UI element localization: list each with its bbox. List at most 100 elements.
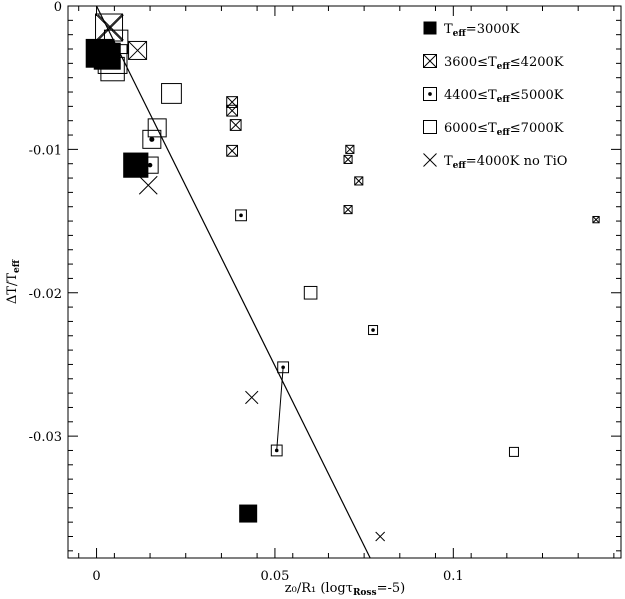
series-open-square — [97, 29, 519, 457]
marker-box — [141, 156, 159, 174]
data-point — [235, 209, 247, 222]
marker-diagonal — [226, 104, 238, 117]
x-axis-title: z₀/R₁ (logτRoss=-5) — [285, 581, 405, 598]
data-point — [147, 118, 167, 138]
data-point — [368, 325, 379, 336]
data-point — [303, 285, 318, 300]
legend-marker — [423, 87, 437, 101]
x-tick-label: 0.05 — [260, 569, 289, 584]
axis-ticks: 0 0.05 0.1 0 -0.01 -0.02 -0.03 — [29, 0, 621, 584]
data-point — [226, 104, 239, 117]
data-point — [270, 444, 283, 457]
marker-diagonal — [343, 155, 353, 164]
y-tick-label: 0 — [54, 0, 62, 15]
marker-box — [226, 144, 239, 157]
legend-entry: 6000≤Teff≤7000K — [423, 120, 564, 138]
data-point — [128, 40, 148, 60]
marker-stroke — [138, 175, 158, 195]
plot-frame — [67, 5, 622, 559]
marker-diagonal — [229, 119, 242, 131]
data-point — [345, 144, 355, 154]
x-tick-label: 0 — [92, 569, 100, 584]
data-point — [245, 390, 259, 405]
fit-line — [96, 5, 371, 559]
legend-entry: Teff=3000K — [423, 21, 520, 39]
marker-diagonal — [343, 205, 353, 214]
legend-marker — [423, 21, 437, 35]
legend-label: 3600≤Teff≤4200K — [444, 55, 564, 72]
marker-dot — [281, 365, 285, 370]
marker-dot — [274, 448, 279, 453]
marker-box — [368, 325, 379, 336]
marker-box — [277, 361, 290, 374]
marker-dot — [149, 136, 155, 142]
marker-diagonal — [345, 144, 355, 154]
data-point — [343, 205, 353, 215]
marker-dot — [428, 92, 432, 96]
data-point — [239, 504, 258, 523]
data-point — [277, 361, 290, 374]
marker-stroke — [375, 531, 386, 542]
data-point — [103, 29, 129, 55]
marker-box — [423, 87, 437, 101]
y-axis-title: ΔT/Teff — [5, 259, 22, 304]
data-point — [97, 14, 124, 41]
marker-diagonal — [592, 216, 600, 224]
legend-marker — [423, 120, 437, 134]
y-tick-label: -0.03 — [29, 430, 62, 445]
legend-label: 6000≤Teff≤7000K — [444, 121, 564, 138]
data-point — [343, 154, 353, 164]
marker-box — [142, 129, 162, 149]
data-point — [95, 13, 124, 42]
marker-box — [592, 215, 600, 224]
marker-box — [343, 154, 353, 164]
legend-label: 4400≤Teff≤5000K — [444, 88, 564, 105]
series-cross — [97, 14, 386, 542]
marker-stroke — [245, 390, 259, 405]
y-tick-label: -0.01 — [29, 143, 62, 158]
data-point — [375, 531, 386, 542]
data-point — [141, 156, 159, 174]
x-tick-label: 0.1 — [443, 569, 464, 584]
connector-line — [276, 367, 284, 451]
data-point — [226, 96, 239, 108]
legend-entry: 3600≤Teff≤4200K — [423, 54, 564, 72]
y-tick-label: -0.02 — [29, 287, 62, 302]
data-point — [142, 129, 162, 149]
legend-entry: Teff=4000K no TiO — [423, 153, 567, 171]
marker-box — [226, 104, 239, 117]
data-point — [97, 44, 128, 74]
data-point — [229, 119, 242, 131]
data-point — [508, 446, 519, 457]
legend-label: Teff=4000K no TiO — [444, 154, 567, 171]
marker-dot — [371, 328, 375, 332]
legend-entry: 4400≤Teff≤5000K — [423, 87, 564, 105]
series-crossed-square — [95, 13, 600, 224]
data-marks — [85, 5, 600, 559]
series-dotted-square — [141, 129, 379, 457]
marker-box — [128, 40, 148, 60]
data-point — [354, 176, 364, 186]
data-point — [123, 152, 149, 178]
data-point — [592, 215, 600, 224]
marker-box — [95, 13, 124, 42]
legend: Teff=3000K 3600≤Teff≤4200K 4400≤Teff≤5000K… — [423, 21, 567, 171]
marker-dot — [147, 162, 153, 168]
legend-marker — [423, 153, 437, 167]
marker-box — [423, 54, 437, 68]
data-point — [226, 144, 239, 157]
marker-box — [229, 119, 242, 131]
legend-label: Teff=3000K — [444, 22, 520, 39]
marker-diagonal — [423, 54, 437, 68]
marker-box — [235, 209, 247, 222]
data-point — [161, 83, 182, 104]
marker-dot — [239, 213, 243, 218]
marker-diagonal — [128, 41, 147, 60]
marker-box — [343, 205, 353, 215]
marker-box — [270, 444, 283, 457]
data-point — [100, 56, 125, 82]
marker-diagonal — [95, 13, 123, 42]
data-point — [138, 175, 158, 195]
marker-stroke — [423, 153, 437, 167]
